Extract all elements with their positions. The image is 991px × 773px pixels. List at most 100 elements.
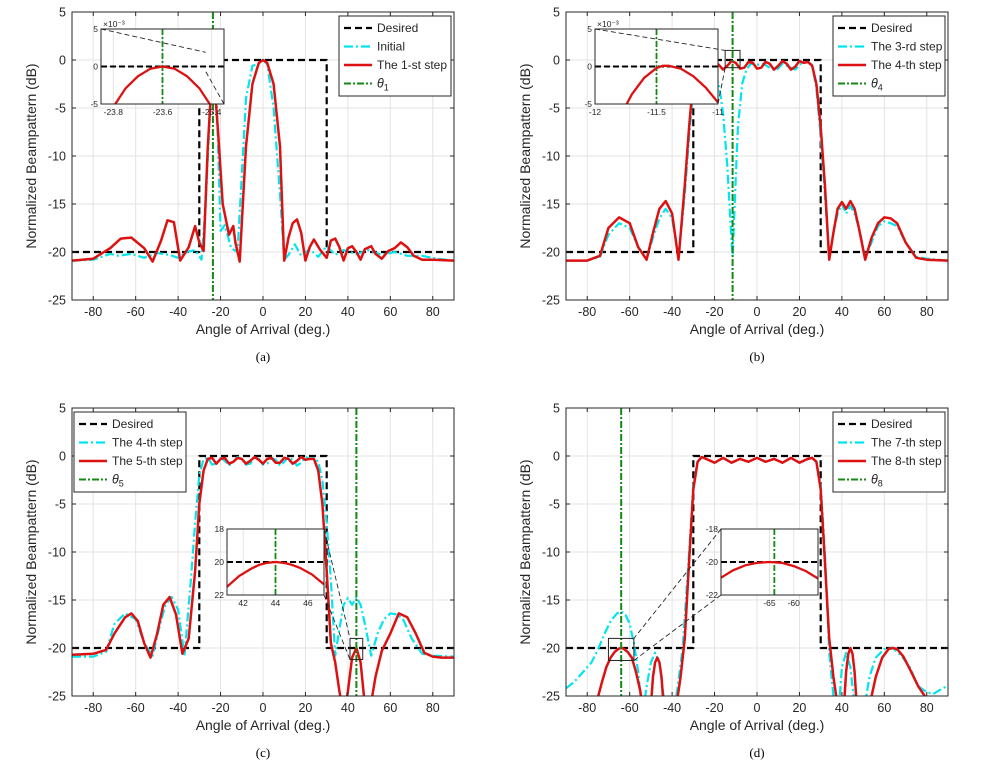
y-tick-label: -5 — [549, 102, 560, 116]
x-tick-label: 20 — [792, 701, 806, 715]
x-tick-label: 40 — [835, 305, 849, 319]
inset-exponent-label: ×10⁻³ — [597, 19, 619, 29]
x-tick-label: -40 — [169, 305, 187, 319]
series-line-prev-1 — [72, 58, 454, 262]
zoom-connector-line — [717, 67, 726, 105]
y-tick-label: -20 — [48, 246, 66, 260]
legend-label: The 3-rd step — [871, 40, 943, 54]
inset-frame — [100, 28, 225, 105]
x-tick-label: 40 — [341, 701, 355, 715]
legend-label-theta: θ5 — [112, 473, 124, 489]
y-tick-label: -20 — [542, 642, 560, 656]
inset-y-tick-label: 5 — [93, 24, 98, 34]
y-tick-label: -20 — [48, 642, 66, 656]
panel-caption: (d) — [749, 745, 764, 760]
inset-series — [227, 529, 324, 595]
series-group — [72, 408, 454, 696]
inset-frame — [720, 528, 819, 596]
y-tick-label: -5 — [55, 102, 66, 116]
y-tick-label: -25 — [542, 690, 560, 704]
legend-label: Desired — [377, 21, 418, 35]
y-tick-label: 0 — [59, 54, 66, 68]
legend-label: Desired — [871, 417, 912, 431]
x-tick-label: -60 — [621, 305, 639, 319]
x-tick-label: -80 — [84, 305, 102, 319]
inset-curve — [227, 560, 324, 588]
y-tick-label: -25 — [48, 690, 66, 704]
x-tick-label: -40 — [663, 701, 681, 715]
x-tick-label: 40 — [341, 305, 355, 319]
y-tick-label: -5 — [55, 498, 66, 512]
zoom-region-box — [349, 637, 364, 661]
x-tick-label: -20 — [212, 701, 230, 715]
inset-plot: 42 44 46 18 20 22 — [215, 524, 325, 608]
zoom-connector-line — [205, 71, 225, 105]
y-tick-label: 5 — [59, 6, 66, 20]
legend-label: Desired — [871, 21, 912, 35]
inset-series — [101, 29, 224, 104]
x-tick-label: 20 — [792, 305, 806, 319]
y-tick-label: -25 — [542, 294, 560, 308]
x-tick-label: -20 — [706, 701, 724, 715]
chart-panel-2: -80 -60 -40 -20 0 20 40 60 80 5 0 -5 -10 -15 -20 -25 Ang… — [517, 6, 949, 364]
zoom-connector-line — [633, 528, 722, 639]
inset-x-tick-label: 44 — [271, 598, 281, 608]
x-tick-label: -80 — [84, 701, 102, 715]
inset-exponent-label: ×10⁻³ — [103, 19, 125, 29]
legend-label: The 4-th step — [871, 58, 942, 72]
legend: Desired The 4-th step The 5-th step θ5 — [73, 411, 187, 493]
legend-label: The 7-th step — [871, 436, 942, 450]
x-tick-label: -80 — [578, 305, 596, 319]
series-line-curr-6 — [870, 646, 927, 696]
x-tick-label: 0 — [260, 701, 267, 715]
series-line-curr-2 — [72, 58, 454, 263]
inset-y-tick-label: 0 — [587, 62, 592, 72]
inset-y-tick-label: 22 — [215, 590, 225, 600]
y-tick-label: -10 — [48, 546, 66, 560]
legend-label: The 5-th step — [112, 454, 183, 468]
x-axis-title: Angle of Arrival (deg.) — [690, 717, 825, 733]
y-axis-title: Normalized Beampattern (dB) — [23, 459, 39, 644]
y-tick-label: 5 — [59, 402, 66, 416]
x-tick-label: -40 — [663, 305, 681, 319]
x-tick-label: 20 — [298, 305, 312, 319]
inset-y-tick-label: 18 — [215, 524, 225, 534]
panel-caption: (c) — [256, 745, 270, 760]
y-tick-label: -5 — [549, 498, 560, 512]
x-tick-label: 20 — [298, 701, 312, 715]
inset-frame — [226, 528, 325, 596]
zoom-region-box — [607, 637, 635, 661]
inset-plot: -65 -60 -18 -20 -22 — [706, 524, 819, 608]
inset-series — [721, 529, 818, 595]
y-tick-label: 5 — [553, 402, 560, 416]
legend-label: Desired — [112, 417, 153, 431]
x-axis-title: Angle of Arrival (deg.) — [196, 321, 331, 337]
inset-curve — [113, 65, 212, 104]
zoom-connector-line — [323, 528, 351, 639]
inset-x-tick-label: -23.4 — [202, 107, 222, 117]
x-tick-label: 80 — [920, 701, 934, 715]
series-group — [566, 12, 948, 300]
x-axis-title: Angle of Arrival (deg.) — [690, 321, 825, 337]
legend-label-theta: θ8 — [871, 473, 883, 489]
inset-y-tick-label: -5 — [584, 99, 592, 109]
legend-label: The 4-th step — [112, 436, 183, 450]
inset-curve — [625, 64, 718, 104]
chart-panel-3: -80 -60 -40 -20 0 20 40 60 80 5 0 -5 -10 -15 -20 -25 Ang… — [23, 402, 455, 760]
series-line-prev-1 — [566, 60, 948, 262]
y-tick-label: -10 — [542, 546, 560, 560]
inset-plot: -12 -11.5 -11 5 0 -5 ×10⁻³ — [584, 19, 724, 117]
legend: Desired Initial The 1-st step θ1 — [338, 15, 452, 97]
y-tick-label: -25 — [48, 294, 66, 308]
inset-curve — [721, 560, 818, 580]
y-axis-title: Normalized Beampattern (dB) — [517, 459, 533, 644]
inset-y-tick-label: 0 — [93, 62, 98, 72]
x-tick-label: -60 — [621, 701, 639, 715]
inset-frame — [594, 28, 719, 105]
inset-x-tick-label: -23.8 — [104, 107, 124, 117]
legend-label-theta: θ1 — [377, 77, 389, 93]
x-tick-label: -20 — [212, 305, 230, 319]
inset-plot: -23.8 -23.6 -23.4 5 0 -5 ×10⁻³ — [90, 19, 225, 117]
zoom-connector-line — [594, 28, 726, 51]
y-tick-label: 0 — [553, 54, 560, 68]
